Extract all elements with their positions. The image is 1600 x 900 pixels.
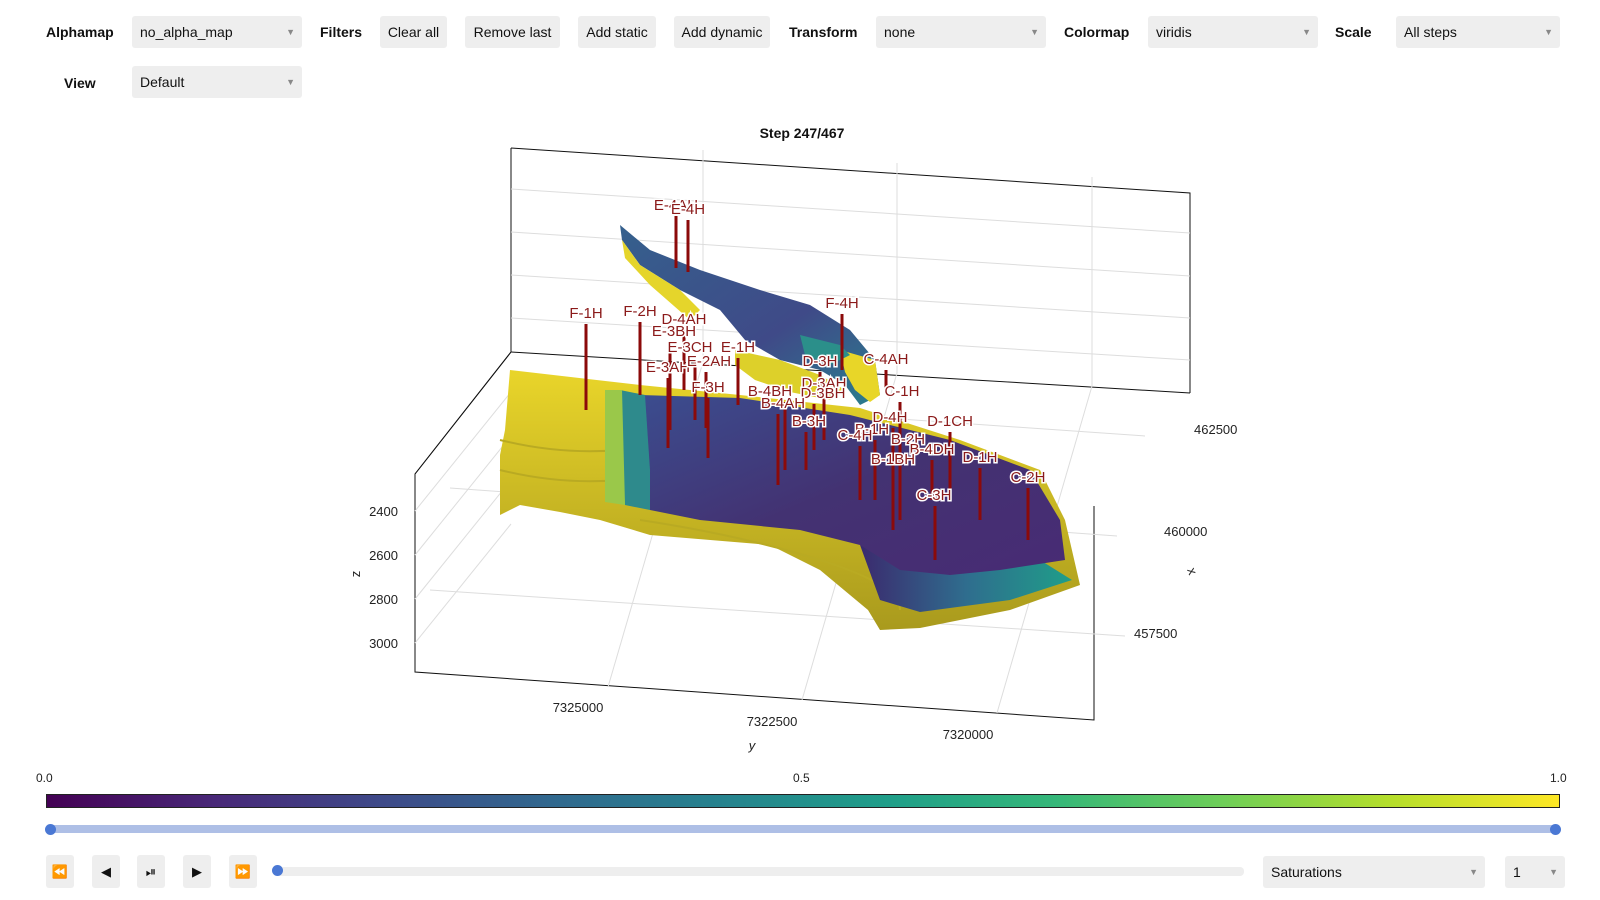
- x-tick-label: 462500: [1194, 422, 1237, 437]
- step-slider-handle[interactable]: [272, 865, 283, 876]
- colormap-value: viridis: [1156, 24, 1192, 40]
- x-tick-label: 457500: [1134, 626, 1177, 641]
- z-axis: 2400 2600 2800 3000 z: [348, 504, 398, 651]
- z-tick-label: 2400: [369, 504, 398, 519]
- well-label: F-4H: [825, 295, 858, 312]
- range-max-handle[interactable]: [1550, 824, 1561, 835]
- colormap-dropdown[interactable]: viridis ▼: [1148, 16, 1318, 48]
- well-label: C-4H: [837, 427, 872, 444]
- y-tick-label: 7320000: [943, 727, 994, 742]
- y-axis: 7325000 7322500 7320000 y: [553, 700, 994, 753]
- y-axis-label: y: [748, 738, 757, 753]
- clear-all-button[interactable]: Clear all: [380, 16, 447, 48]
- well-label: D-1H: [962, 449, 997, 466]
- chevron-down-icon: ▼: [1469, 867, 1478, 877]
- well-label: D-3BH: [800, 385, 845, 402]
- well-label: C-4AH: [863, 351, 908, 368]
- well-label: D-3H: [802, 353, 837, 370]
- well-label: E-4H: [671, 201, 705, 218]
- variable-dropdown[interactable]: Saturations ▼: [1263, 856, 1485, 888]
- reservoir-surface: [499, 225, 1080, 630]
- z-tick-label: 2800: [369, 592, 398, 607]
- well-label: C-2H: [1010, 469, 1045, 486]
- z-axis-label: z: [348, 571, 363, 578]
- well-label: E-3AH: [646, 359, 690, 376]
- y-tick-label: 7322500: [747, 714, 798, 729]
- well-label: C-1H: [884, 383, 919, 400]
- alphamap-value: no_alpha_map: [140, 24, 233, 40]
- colorbar-min-label: 0.0: [36, 771, 53, 785]
- color-range-slider[interactable]: [50, 825, 1556, 833]
- well-label: E-2AH: [687, 353, 731, 370]
- play-button[interactable]: ▶: [183, 855, 211, 888]
- colorbar: [46, 794, 1560, 808]
- add-static-button[interactable]: Add static: [578, 16, 656, 48]
- speed-dropdown[interactable]: 1 ▼: [1505, 856, 1565, 888]
- well-label: B-2H: [891, 431, 925, 448]
- well-label: E-3BH: [652, 323, 696, 340]
- well-label: F-2H: [623, 303, 656, 320]
- z-tick-label: 3000: [369, 636, 398, 651]
- z-tick-label: 2600: [369, 548, 398, 563]
- well-label: B-4DH: [909, 441, 954, 458]
- colorbar-mid-label: 0.5: [793, 771, 810, 785]
- view-label: View: [64, 75, 96, 91]
- well-label: B-3H: [792, 413, 826, 430]
- chevron-down-icon: ▼: [286, 27, 295, 37]
- transform-dropdown[interactable]: none ▼: [876, 16, 1046, 48]
- remove-last-button[interactable]: Remove last: [465, 16, 560, 48]
- alphamap-dropdown[interactable]: no_alpha_map ▼: [132, 16, 302, 48]
- step-back-button[interactable]: ◀: [92, 855, 120, 888]
- well-label: D-4H: [872, 409, 907, 426]
- scale-dropdown[interactable]: All steps ▼: [1396, 16, 1560, 48]
- well-label: D-3AH: [801, 375, 846, 392]
- well-label: D-4AH: [661, 311, 706, 328]
- well-label: F-1H: [569, 305, 602, 322]
- alphamap-label: Alphamap: [46, 24, 114, 40]
- fast-forward-button[interactable]: ⏩: [229, 855, 257, 888]
- chevron-down-icon: ▼: [1549, 867, 1558, 877]
- well-label: B-4BH: [748, 383, 792, 400]
- scale-value: All steps: [1404, 24, 1457, 40]
- colorbar-max-label: 1.0: [1550, 771, 1567, 785]
- chevron-down-icon: ▼: [286, 77, 295, 87]
- x-tick-label: 460000: [1164, 524, 1207, 539]
- well-label: F-3H: [691, 379, 724, 396]
- colormap-label: Colormap: [1064, 24, 1130, 40]
- scale-label: Scale: [1335, 24, 1372, 40]
- transform-value: none: [884, 24, 916, 40]
- chevron-down-icon: ▼: [1302, 27, 1311, 37]
- well-label: C-3H: [916, 487, 951, 504]
- rewind-button[interactable]: ⏪: [46, 855, 74, 888]
- play-pause-button[interactable]: ⏯: [137, 855, 165, 888]
- step-slider[interactable]: [277, 867, 1244, 876]
- view-dropdown[interactable]: Default ▼: [132, 66, 302, 98]
- y-tick-label: 7325000: [553, 700, 604, 715]
- variable-value: Saturations: [1271, 864, 1342, 880]
- well-label: E-1H: [721, 339, 755, 356]
- well-label: D-1CH: [927, 413, 973, 430]
- well-label: B-1H: [855, 421, 889, 438]
- x-axis-label: x: [1184, 566, 1200, 578]
- plot-title: Step 247/467: [760, 125, 845, 141]
- well-label: B-1BH: [871, 451, 915, 468]
- well-label: E-4AH: [654, 197, 698, 214]
- range-min-handle[interactable]: [45, 824, 56, 835]
- well-label: E-3CH: [667, 339, 712, 356]
- filters-label: Filters: [320, 24, 363, 40]
- view-value: Default: [140, 74, 185, 90]
- add-dynamic-button[interactable]: Add dynamic: [674, 16, 770, 48]
- speed-value: 1: [1513, 864, 1521, 880]
- transform-label: Transform: [789, 24, 858, 40]
- chevron-down-icon: ▼: [1544, 27, 1553, 37]
- well-label: B-4AH: [761, 395, 805, 412]
- chevron-down-icon: ▼: [1030, 27, 1039, 37]
- x-axis: 462500 460000 457500 x: [1134, 422, 1237, 641]
